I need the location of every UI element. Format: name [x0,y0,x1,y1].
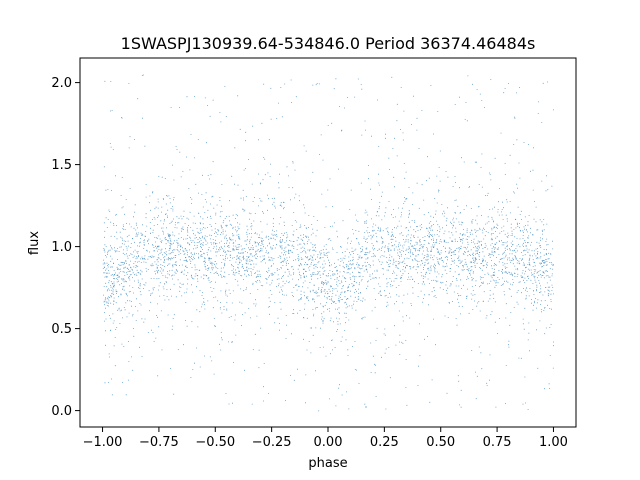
y-axis: 0.0 0.5 1.0 1.5 2.0 [51,76,80,419]
x-axis: −1.00 −0.75 −0.50 −0.25 0.00 0.25 0.50 0.75 1.00 [83,427,568,450]
x-axis-label: phase [308,456,347,471]
y-tick-label: 2.0 [51,76,72,91]
x-tick-label: 1.00 [539,435,568,450]
y-tick-label: 0.5 [51,322,72,337]
y-tick-label: 1.0 [51,240,72,255]
x-tick-label: 0.25 [370,435,399,450]
y-tick-label: 1.5 [51,158,72,173]
x-tick-label: 0.50 [426,435,455,450]
x-tick-label: 0.75 [483,435,512,450]
x-tick-label: −0.75 [139,435,179,450]
x-tick-label: −1.00 [83,435,123,450]
y-tick-label: 0.0 [51,404,72,419]
chart-title: 1SWASPJ130939.64-534846.0 Period 36374.4… [121,34,536,53]
x-tick-label: −0.50 [195,435,235,450]
y-axis-label: flux [27,231,42,255]
x-tick-label: −0.25 [252,435,292,450]
x-tick-label: 0.00 [314,435,343,450]
